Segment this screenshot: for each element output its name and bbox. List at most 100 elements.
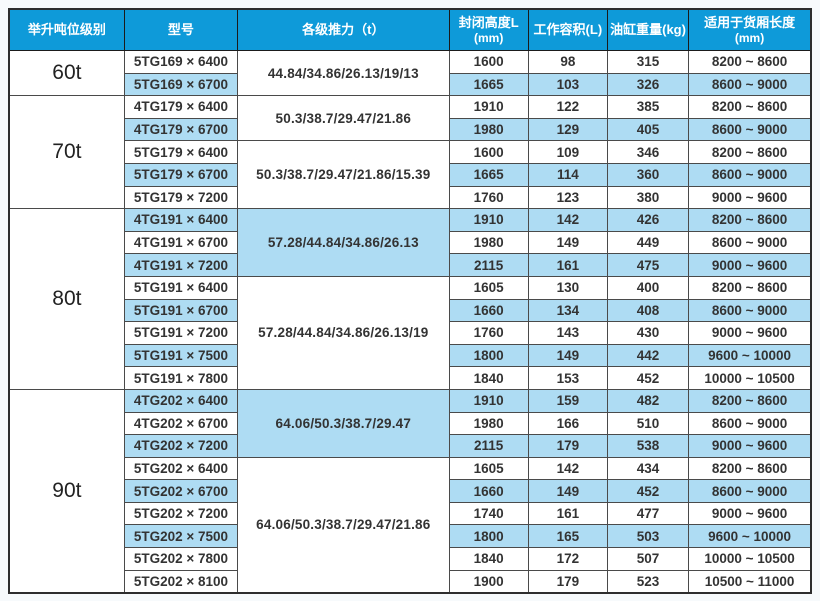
model-cell: 5TG179 × 7200 — [123, 185, 239, 210]
header-working-volume-label: 工作容积(L) — [533, 22, 603, 37]
working-volume-cell: 129 — [527, 117, 608, 142]
table-row: 90t 4TG202 × 6400 64.06/50.3/38.7/29.47 191… — [8, 388, 812, 594]
header-closed-height-unit: (mm) — [474, 30, 504, 45]
header-box-length-label: 适用于货厢长度 — [704, 14, 796, 30]
closed-height-cell: 1740 — [448, 501, 529, 526]
box-length-cell: 8200 ~ 8600 — [688, 50, 812, 74]
tonnage-cell: 90t — [8, 388, 125, 594]
header-working-volume: 工作容积(L) — [527, 8, 608, 51]
closed-height-cell: 1840 — [448, 547, 529, 571]
cylinder-weight-cell: 523 — [606, 569, 690, 594]
header-box-length-unit: (mm) — [734, 30, 765, 45]
cylinder-weight-cell: 475 — [606, 253, 690, 277]
thrust-cell: 50.3/38.7/29.47/21.86 — [237, 95, 450, 142]
header-tonnage-class-label: 举升吨位级别 — [27, 22, 106, 37]
working-volume-cell: 142 — [527, 456, 608, 481]
header-model: 型号 — [123, 8, 239, 51]
header-tonnage-class: 举升吨位级别 — [8, 8, 125, 51]
table-row: 4TG191 × 7200 2115 161 475 9000 ~ 9600 — [9, 253, 812, 277]
box-length-cell: 8600 ~ 9000 — [688, 72, 812, 97]
closed-height-cell: 1980 — [448, 230, 529, 255]
cylinder-weight-cell: 452 — [606, 366, 690, 390]
box-length-cell: 8600 ~ 9000 — [688, 117, 812, 142]
model-cell: 5TG191 × 7200 — [123, 321, 239, 345]
closed-height-cell: 1760 — [448, 185, 529, 210]
model-cell: 4TG191 × 6400 — [123, 208, 239, 232]
working-volume-cell: 166 — [527, 411, 608, 436]
model-cell: 4TG191 × 6700 — [123, 230, 239, 255]
cylinder-weight-cell: 449 — [606, 230, 690, 255]
working-volume-cell: 172 — [527, 547, 608, 571]
cylinder-weight-cell: 360 — [606, 162, 690, 187]
cylinder-weight-cell: 405 — [606, 117, 690, 142]
model-cell: 5TG191 × 7800 — [123, 366, 239, 390]
table-row: 4TG191 × 6700 1980 149 449 8600 ~ 9000 — [9, 230, 812, 255]
cylinder-weight-cell: 442 — [606, 343, 690, 368]
header-model-label: 型号 — [167, 22, 194, 37]
thrust-cell: 57.28/44.84/34.86/26.13/19 — [237, 275, 450, 390]
working-volume-cell: 122 — [527, 95, 608, 119]
cylinder-weight-cell: 426 — [606, 208, 690, 232]
table-row: 5TG179 × 6700 1665 114 360 8600 ~ 9000 — [9, 162, 812, 187]
cylinder-weight-cell: 503 — [606, 524, 690, 549]
box-length-cell: 9000 ~ 9600 — [688, 253, 812, 277]
closed-height-cell: 1660 — [448, 479, 529, 503]
closed-height-cell: 1665 — [448, 162, 529, 187]
box-length-cell: 10000 ~ 10500 — [688, 547, 812, 571]
box-length-cell: 10000 ~ 10500 — [688, 366, 812, 390]
closed-height-cell: 1800 — [448, 524, 529, 549]
working-volume-cell: 114 — [527, 162, 608, 187]
closed-height-cell: 1910 — [448, 208, 529, 232]
table-row: 80t 4TG191 × 6400 57.28/44.84/34.86/26.13 1… — [8, 208, 812, 390]
closed-height-cell: 1665 — [448, 72, 529, 97]
working-volume-cell: 179 — [527, 434, 608, 458]
box-length-cell: 9000 ~ 9600 — [688, 501, 812, 526]
box-length-cell: 9600 ~ 10000 — [688, 524, 812, 549]
box-length-cell: 8600 ~ 9000 — [688, 162, 812, 187]
closed-height-cell: 1980 — [448, 117, 529, 142]
model-cell: 5TG202 × 7200 — [123, 501, 239, 526]
table-row: 5TG202 × 7800 1840 172 507 10000 ~ 10500 — [9, 547, 812, 571]
closed-height-cell: 1840 — [448, 366, 529, 390]
model-cell: 5TG202 × 7500 — [123, 524, 239, 549]
header-cylinder-weight: 油缸重量(kg) — [606, 8, 690, 51]
table-row: 5TG202 × 7200 1740 161 477 9000 ~ 9600 — [9, 501, 812, 526]
table-row: 5TG191 × 6400 57.28/44.84/34.86/26.13/19 1… — [9, 275, 812, 390]
spec-table: 举升吨位级别 型号 各级推力（t） 封闭高度L (mm) 工作容积(L) 油缸重量… — [8, 8, 812, 595]
working-volume-cell: 179 — [527, 569, 608, 594]
table-row: 5TG191 × 7200 1760 143 430 9000 ~ 9600 — [9, 321, 812, 345]
closed-height-cell: 1600 — [448, 140, 529, 164]
thrust-cell: 64.06/50.3/38.7/29.47 — [237, 388, 450, 458]
thrust-cell: 44.84/34.86/26.13/19/13 — [237, 49, 450, 97]
tonnage-cell: 80t — [8, 208, 125, 390]
working-volume-cell: 161 — [527, 501, 608, 526]
cylinder-weight-cell: 408 — [606, 298, 690, 323]
working-volume-cell: 142 — [527, 208, 608, 232]
cylinder-weight-cell: 326 — [606, 72, 690, 97]
working-volume-cell: 98 — [527, 50, 608, 74]
closed-height-cell: 1600 — [448, 50, 529, 74]
model-cell: 4TG179 × 6700 — [123, 117, 239, 142]
box-length-cell: 10500 ~ 11000 — [688, 569, 812, 594]
thrust-cell: 64.06/50.3/38.7/29.47/21.86 — [237, 456, 450, 594]
cylinder-weight-cell: 477 — [606, 501, 690, 526]
table-row: 5TG169 × 6700 1665 103 326 8600 ~ 9000 — [9, 72, 812, 97]
table-row: 5TG191 × 7500 1800 149 442 9600 ~ 10000 — [9, 343, 812, 368]
header-box-length: 适用于货厢长度 (mm) — [688, 8, 812, 51]
working-volume-cell: 165 — [527, 524, 608, 549]
table-row: 60t 5TG169 × 6400 44.84/34.86/26.13/19/13 1… — [8, 49, 812, 97]
working-volume-cell: 149 — [527, 343, 608, 368]
closed-height-cell: 2115 — [448, 434, 529, 458]
cylinder-weight-cell: 380 — [606, 185, 690, 210]
cylinder-weight-cell: 346 — [606, 140, 690, 164]
header-closed-height-label: 封闭高度L — [458, 14, 519, 30]
model-cell: 5TG179 × 6700 — [123, 162, 239, 187]
closed-height-cell: 2115 — [448, 253, 529, 277]
box-length-cell: 8600 ~ 9000 — [688, 230, 812, 255]
table-row: 5TG191 × 7800 1840 153 452 10000 ~ 10500 — [9, 366, 812, 390]
model-cell: 5TG179 × 6400 — [123, 140, 239, 164]
box-length-cell: 9000 ~ 9600 — [688, 434, 812, 458]
closed-height-cell: 1980 — [448, 411, 529, 436]
table-row: 5TG202 × 8100 1900 179 523 10500 ~ 11000 — [9, 569, 812, 594]
model-cell: 5TG202 × 7800 — [123, 547, 239, 571]
